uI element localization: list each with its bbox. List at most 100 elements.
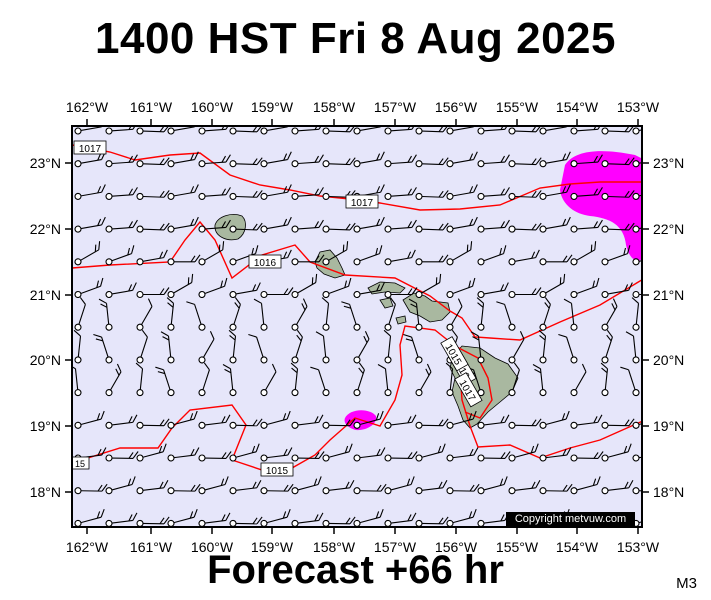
wind-barb [446, 151, 478, 168]
wind-barb [508, 287, 542, 299]
map-frame [71, 125, 643, 528]
wind-barb [415, 479, 448, 495]
wind-barb [415, 363, 432, 397]
wind-barb [539, 151, 571, 168]
wind-barb [477, 187, 510, 200]
longitude-label: 154°W [556, 539, 599, 555]
wind-barb [136, 443, 167, 462]
latitude-label: 21°N [30, 287, 61, 303]
wind-barb [384, 154, 417, 168]
wind-barb [160, 331, 175, 364]
wind-barb [446, 298, 463, 331]
wind-barb [632, 418, 642, 429]
wind-barb [563, 298, 578, 331]
wind-barb [291, 329, 303, 364]
wind-barb [74, 184, 106, 200]
wind-barb [508, 157, 542, 168]
wind-barb [74, 508, 105, 527]
wind-barb [403, 333, 423, 364]
island-kahoolawe [395, 315, 407, 325]
wind-barb [508, 331, 525, 364]
wind-barb [291, 187, 324, 200]
wind-barb [74, 297, 86, 331]
latitude-label: 22°N [30, 221, 61, 237]
wind-barb [415, 443, 446, 462]
wind-barb [601, 222, 635, 233]
copyright-label: Copyright metvuw.com [506, 512, 635, 526]
wind-barb [341, 301, 361, 331]
wind-barb [570, 277, 600, 299]
wind-barb [198, 154, 231, 168]
longitude-labels-bottom: 162°W 161°W 160°W 159°W 158°W 157°W 156°W 155°W… [66, 539, 660, 555]
wind-barb [408, 298, 423, 331]
wind-barb [632, 487, 642, 495]
wind-barb [477, 414, 510, 429]
longitude-label: 153°W [617, 539, 660, 555]
isobar-label: 1016 [254, 258, 277, 269]
wind-barb [291, 414, 324, 429]
latitude-label: 20°N [653, 352, 684, 368]
wind-barb [601, 443, 632, 462]
wind-barb [601, 298, 618, 331]
wind-barb [470, 331, 485, 364]
wind-barb [229, 516, 263, 527]
wind-barb [229, 157, 263, 168]
longitude-label: 162°W [66, 539, 109, 555]
wind-barb [508, 443, 539, 462]
wind-barb [570, 219, 603, 233]
isobar-label: 1017 [351, 198, 374, 209]
wind-barb [415, 254, 449, 266]
wind-barb [508, 222, 542, 233]
isobar-label: 1015 [266, 466, 289, 477]
wind-barb [508, 190, 542, 200]
wind-barb [508, 249, 540, 266]
wind-barb [167, 254, 201, 266]
wind-barb [167, 216, 199, 233]
wind-barb [570, 241, 597, 266]
wind-barb [570, 451, 604, 462]
wind-barb [136, 157, 170, 168]
wind-barb [260, 483, 294, 495]
wind-barb [260, 363, 277, 397]
wind-barb [291, 219, 324, 233]
longitude-label: 161°W [130, 99, 173, 115]
wind-barb [291, 476, 322, 495]
latitude-label: 22°N [653, 221, 684, 237]
wind-barb [508, 362, 520, 397]
wind-barb [415, 273, 442, 299]
wind-barb [105, 414, 138, 429]
wind-barb [353, 447, 386, 462]
longitude-label: 156°W [435, 539, 478, 555]
wind-barb [601, 190, 635, 200]
wind-barb [291, 273, 318, 299]
wind-barb [229, 297, 241, 331]
wind-barb [167, 508, 198, 527]
wind-barb [446, 447, 479, 462]
wind-barb [558, 333, 578, 364]
wind-barb [74, 216, 106, 233]
isobar-1015 [72, 325, 642, 471]
wind-barb [198, 126, 231, 135]
wind-barb [446, 184, 478, 200]
longitude-label: 154°W [556, 99, 599, 115]
wind-barb [136, 479, 169, 495]
wind-barb [222, 364, 237, 397]
wind-barb [632, 224, 642, 233]
wind-barb [322, 479, 355, 495]
wind-barb [384, 476, 415, 495]
latitude-label: 23°N [653, 155, 684, 171]
longitude-label: 160°W [191, 99, 234, 115]
latitude-label: 19°N [653, 418, 684, 434]
wind-barb [570, 187, 603, 200]
wind-barb [291, 451, 325, 462]
wind-barb [198, 331, 215, 364]
wind-barb [477, 245, 507, 266]
wind-barb [570, 476, 601, 495]
wind-barb [105, 219, 138, 233]
wind-barb [198, 451, 232, 462]
wind-barb [105, 282, 137, 299]
wind-barb [229, 479, 262, 495]
wind-barb [632, 290, 642, 299]
wind-barb [167, 151, 199, 168]
longitude-label: 162°W [66, 99, 109, 115]
